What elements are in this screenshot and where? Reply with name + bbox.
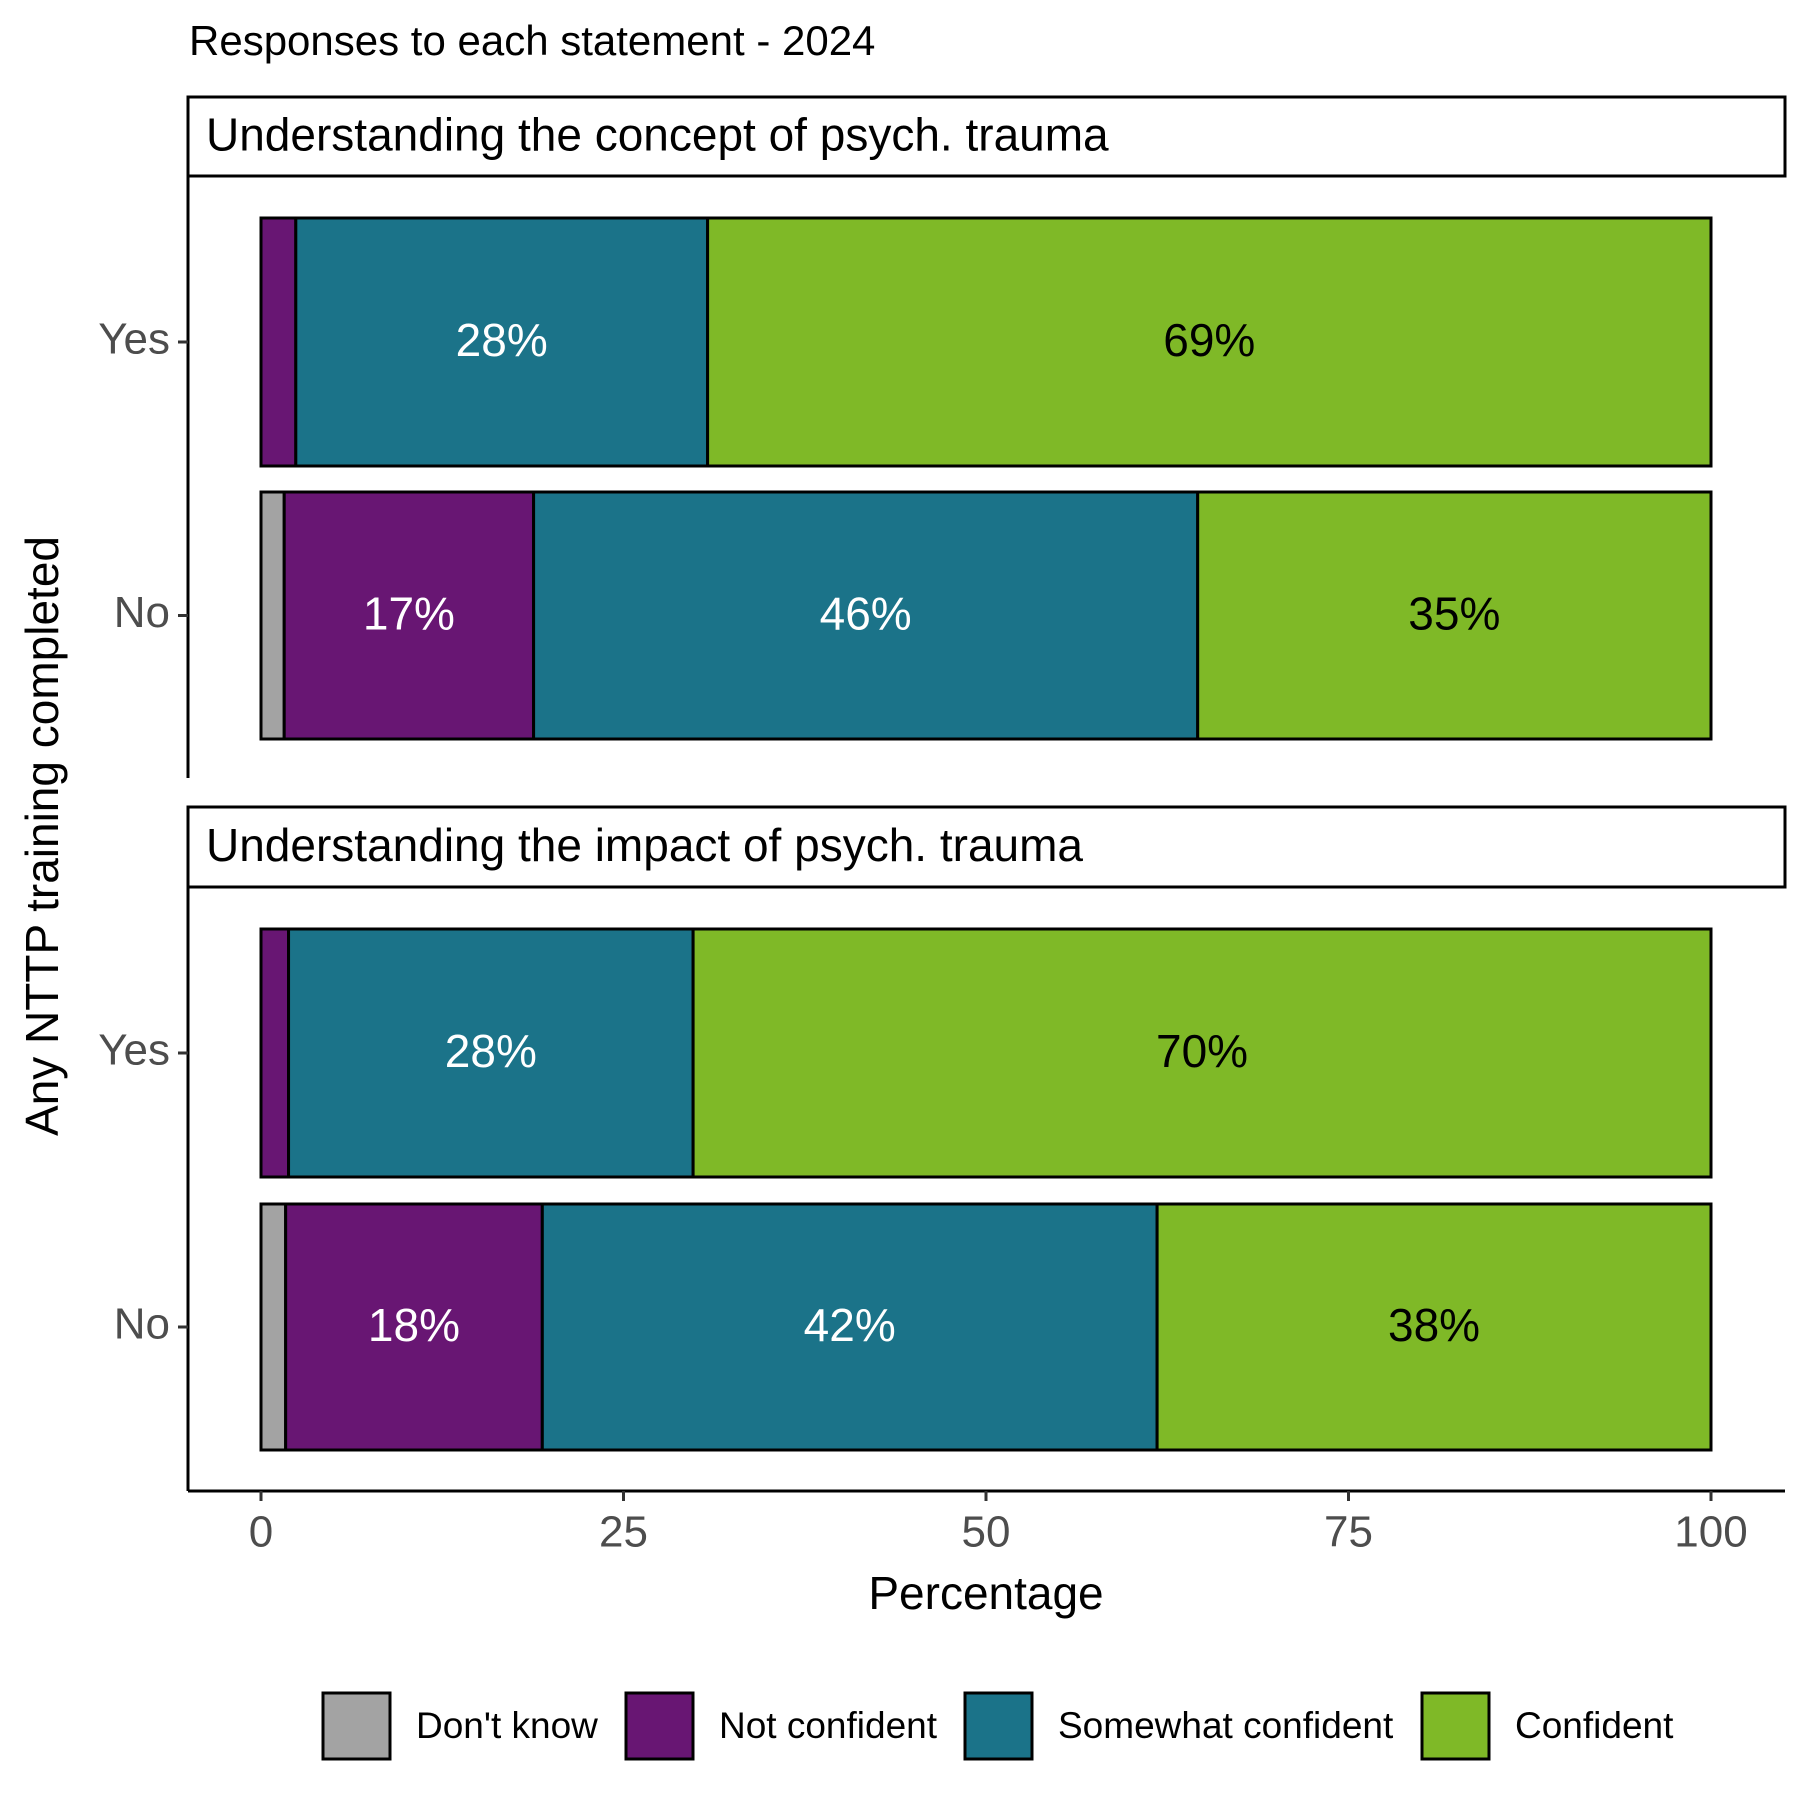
legend-key [624, 1691, 695, 1761]
value-label: 42% [804, 1299, 896, 1351]
chart-title: Responses to each statement - 2024 [189, 17, 875, 64]
x-tick-label: 75 [1324, 1508, 1373, 1557]
x-tick-label: 100 [1674, 1508, 1747, 1557]
y-tick-label: No [114, 1300, 170, 1349]
value-label: 28% [445, 1025, 537, 1077]
facet-strip [186, 95, 1787, 178]
bar-segment [294, 216, 710, 468]
facet-title: Understanding the concept of psych. trau… [206, 109, 1109, 161]
bar-segment [259, 216, 298, 468]
bar-segment [691, 927, 1713, 1179]
bar-segment [259, 927, 291, 1179]
legend-key [1420, 1691, 1491, 1761]
bar-segment [540, 1202, 1159, 1452]
value-label: 35% [1408, 588, 1500, 640]
value-label: 70% [1156, 1025, 1248, 1077]
x-tick-label: 25 [599, 1508, 648, 1557]
bar-segment [259, 1202, 288, 1452]
y-tick-label: Yes [98, 315, 170, 364]
value-label: 38% [1388, 1299, 1480, 1351]
legend-key [963, 1691, 1034, 1761]
legend-label: Don't know [416, 1705, 598, 1746]
legend-label: Not confident [719, 1705, 938, 1746]
facet-strip [186, 805, 1787, 889]
bar-segment [282, 490, 536, 741]
bar-segment [706, 216, 1713, 468]
facet-title: Understanding the impact of psych. traum… [206, 819, 1083, 871]
x-tick-label: 50 [962, 1508, 1011, 1557]
x-tick-label: 0 [249, 1508, 273, 1557]
bar-segment [259, 490, 286, 741]
bar-segment [532, 490, 1200, 741]
value-label: 17% [363, 588, 455, 640]
y-axis-title: Any NTTP training completed [16, 536, 68, 1136]
legend-key [321, 1691, 392, 1761]
value-label: 28% [456, 314, 548, 366]
x-axis-title: Percentage [868, 1567, 1103, 1619]
legend-label: Somewhat confident [1058, 1705, 1394, 1746]
legend-label: Confident [1515, 1705, 1674, 1746]
y-tick-label: Yes [98, 1026, 170, 1075]
bar-segment [284, 1202, 544, 1452]
value-label: 46% [820, 588, 912, 640]
y-tick-label: No [114, 588, 170, 637]
bar-segment [1155, 1202, 1713, 1452]
value-label: 18% [368, 1299, 460, 1351]
value-label: 69% [1163, 314, 1255, 366]
bar-segment [1196, 490, 1713, 741]
